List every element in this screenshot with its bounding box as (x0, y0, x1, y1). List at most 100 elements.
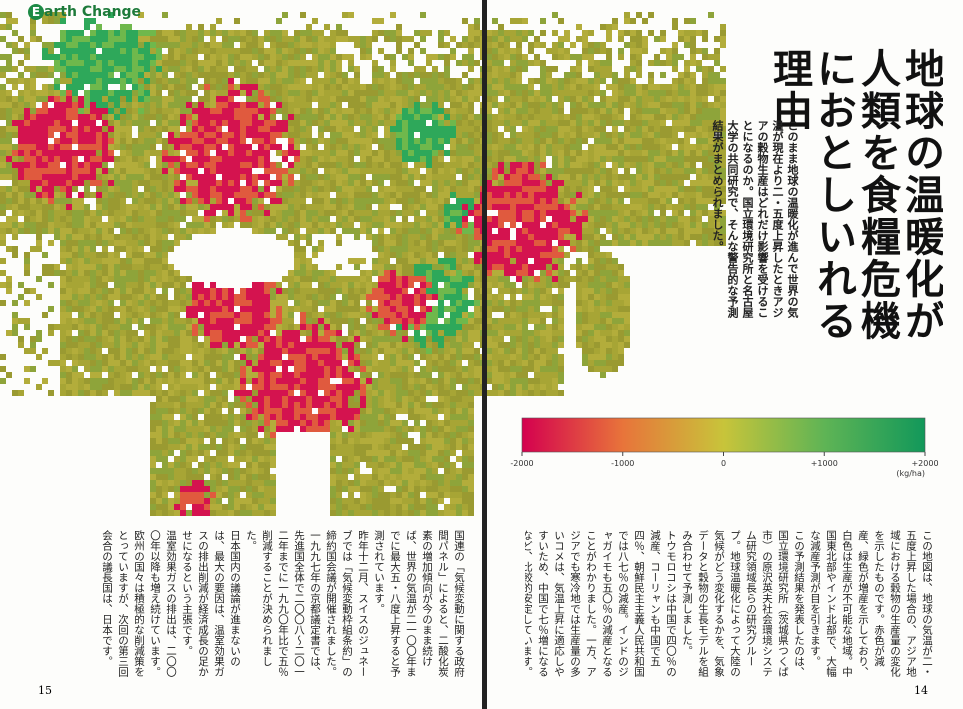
map-cell (636, 132, 642, 138)
map-cell (312, 162, 318, 168)
map-cell (42, 72, 48, 78)
map-cell (618, 150, 624, 156)
map-cell (240, 84, 246, 90)
map-cell (390, 318, 396, 324)
map-cell (612, 300, 618, 306)
map-cell (180, 78, 186, 84)
map-cell (120, 42, 126, 48)
map-cell (654, 174, 660, 180)
map-cell (258, 210, 264, 216)
map-cell (360, 228, 366, 234)
map-cell (384, 282, 390, 288)
map-cell (84, 126, 90, 132)
map-cell (636, 30, 642, 36)
map-cell (210, 108, 216, 114)
map-cell (624, 162, 630, 168)
map-cell (300, 216, 306, 222)
map-cell (306, 114, 312, 120)
map-cell (300, 264, 306, 270)
map-cell (492, 306, 498, 312)
map-cell (216, 60, 222, 66)
map-cell (354, 300, 360, 306)
map-cell (516, 204, 522, 210)
map-cell (66, 204, 72, 210)
map-cell (234, 150, 240, 156)
map-cell (114, 90, 120, 96)
map-cell (390, 300, 396, 306)
map-cell (114, 240, 120, 246)
map-cell (240, 168, 246, 174)
map-cell (408, 276, 414, 282)
map-cell (228, 168, 234, 174)
map-cell (462, 84, 468, 90)
map-cell (114, 282, 120, 288)
map-cell (258, 312, 264, 318)
map-cell (582, 240, 588, 246)
map-cell (222, 102, 228, 108)
map-cell (420, 306, 426, 312)
map-cell (582, 36, 588, 42)
map-cell (486, 144, 492, 150)
map-cell (612, 162, 618, 168)
map-cell (600, 114, 606, 120)
map-cell (342, 156, 348, 162)
map-cell (258, 288, 264, 294)
map-cell (462, 264, 468, 270)
map-cell (366, 306, 372, 312)
map-cell (186, 294, 192, 300)
map-cell (162, 108, 168, 114)
map-cell (78, 60, 84, 66)
map-cell (168, 54, 174, 60)
map-cell (696, 120, 702, 126)
map-cell (366, 42, 372, 48)
map-cell (120, 78, 126, 84)
map-cell (78, 258, 84, 264)
map-cell (228, 84, 234, 90)
map-cell (144, 150, 150, 156)
map-cell (336, 204, 342, 210)
map-cell (168, 60, 174, 66)
map-cell (408, 114, 414, 120)
map-cell (552, 210, 558, 216)
map-cell (660, 90, 666, 96)
map-cell (600, 288, 606, 294)
map-cell (144, 114, 150, 120)
map-cell (432, 192, 438, 198)
map-cell (72, 234, 78, 240)
map-cell (582, 180, 588, 186)
map-cell (150, 78, 156, 84)
map-cell (450, 192, 456, 198)
map-cell (504, 210, 510, 216)
map-cell (534, 114, 540, 120)
map-cell (24, 90, 30, 96)
map-cell (666, 168, 672, 174)
map-cell (690, 36, 696, 42)
map-cell (498, 90, 504, 96)
map-cell (126, 234, 132, 240)
map-cell (228, 294, 234, 300)
map-cell (486, 162, 492, 168)
map-cell (114, 60, 120, 66)
map-cell (186, 228, 192, 234)
map-cell (588, 120, 594, 126)
map-cell (306, 318, 312, 324)
map-cell (690, 78, 696, 84)
map-cell (282, 306, 288, 312)
map-cell (12, 156, 18, 162)
map-cell (420, 66, 426, 72)
map-cell (294, 282, 300, 288)
map-cell (294, 114, 300, 120)
map-cell (504, 192, 510, 198)
map-cell (396, 90, 402, 96)
map-cell (636, 114, 642, 120)
map-cell (576, 138, 582, 144)
map-cell (450, 108, 456, 114)
map-cell (450, 222, 456, 228)
map-cell (504, 90, 510, 96)
map-cell (114, 270, 120, 276)
map-cell (546, 240, 552, 246)
map-cell (12, 168, 18, 174)
map-cell (354, 120, 360, 126)
map-cell (456, 210, 462, 216)
map-cell (582, 318, 588, 324)
